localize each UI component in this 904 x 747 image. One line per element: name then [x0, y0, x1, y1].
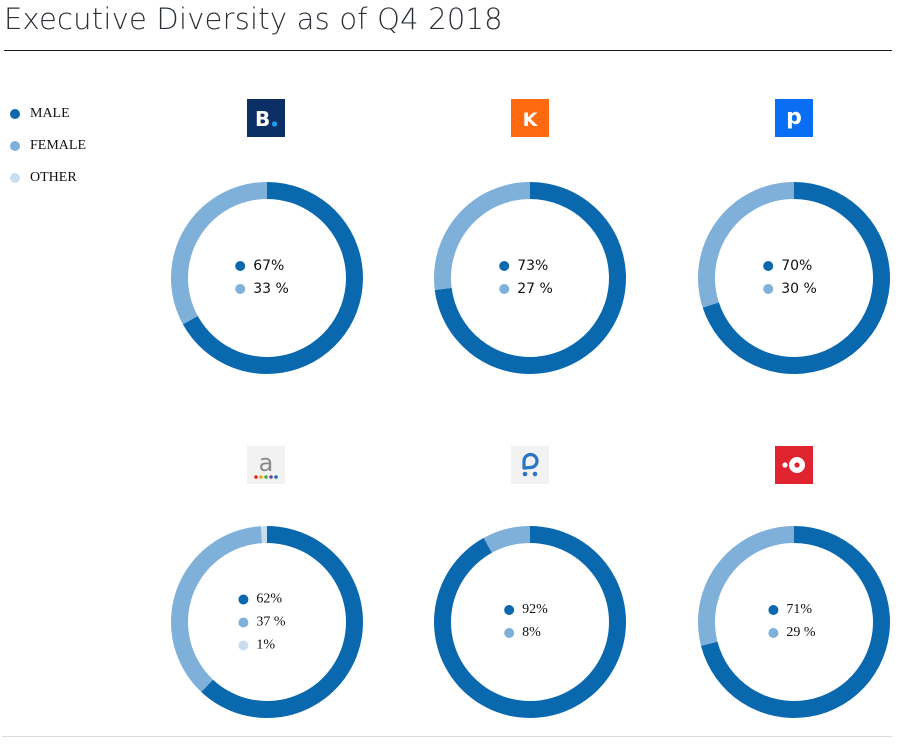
- legend-item-female: FEMALE: [10, 130, 86, 162]
- female-value: 30 %: [781, 280, 817, 297]
- male-value-row: 70%: [763, 254, 817, 277]
- male-value-row: 62%: [238, 588, 285, 611]
- male-dot: [504, 604, 515, 615]
- male-dot: [763, 260, 774, 271]
- donut-slice-female: [697, 526, 794, 646]
- kayak-logo: K: [511, 99, 549, 137]
- female-value-row: 8%: [504, 621, 548, 644]
- female-value-row: 33 %: [235, 277, 289, 300]
- kayak-logo-icon: K: [523, 109, 539, 131]
- donut-slice-female: [170, 526, 263, 692]
- agoda-logo-icon: a: [254, 449, 278, 479]
- male-dot: [768, 604, 779, 615]
- rentalcars-logo: [511, 446, 549, 484]
- legend-label: OTHER: [30, 170, 77, 185]
- page-title: Executive Diversity as of Q4 2018: [4, 2, 503, 36]
- other-value: 1%: [256, 637, 276, 652]
- donut-slice-male: [201, 526, 363, 718]
- male-value-row: 73%: [499, 254, 553, 277]
- female-dot: [768, 627, 779, 638]
- svg-text:a: a: [259, 449, 274, 477]
- opentable-logo: [775, 446, 813, 484]
- donut-center-labels: 92% 8%: [504, 598, 548, 644]
- booking-logo-icon: B: [255, 107, 278, 131]
- female-dot: [763, 283, 774, 294]
- bottom-divider: [2, 736, 892, 737]
- female-dot: [499, 283, 510, 294]
- legend-dot-other: [10, 173, 20, 183]
- female-value-row: 37 %: [238, 611, 286, 634]
- priceline-logo: p: [775, 99, 813, 137]
- male-value: 62%: [256, 591, 283, 606]
- female-value: 27 %: [517, 280, 553, 297]
- chart-legend: MALE FEMALE OTHER: [10, 98, 86, 194]
- legend-label: FEMALE: [30, 138, 86, 153]
- donut-slice-female: [434, 182, 530, 291]
- female-value: 33 %: [253, 280, 289, 297]
- booking-logo: B: [247, 99, 285, 137]
- rentalcars-logo-icon: [522, 452, 539, 477]
- svg-text:K: K: [523, 109, 539, 131]
- donut-slice-other: [260, 526, 267, 544]
- female-dot: [238, 617, 249, 627]
- female-value: 37 %: [256, 614, 286, 629]
- female-dot: [504, 627, 515, 638]
- donut-center-labels: 62% 37 % 1%: [238, 588, 286, 657]
- female-value-row: 29 %: [768, 621, 816, 644]
- legend-dot-female: [10, 141, 20, 151]
- female-value-row: 30 %: [763, 277, 817, 300]
- donut-center-labels: 70% 30 %: [763, 254, 817, 300]
- title-divider: [4, 50, 892, 51]
- opentable-logo-icon: [782, 457, 805, 473]
- donut-slice-female: [171, 182, 267, 325]
- legend-label: MALE: [30, 106, 70, 121]
- male-value-row: 71%: [768, 598, 815, 621]
- female-value: 8%: [522, 624, 541, 640]
- donut-slice-female: [697, 182, 794, 308]
- svg-text:p: p: [786, 105, 802, 130]
- male-value: 67%: [253, 257, 285, 274]
- donut-center-labels: 73% 27 %: [499, 254, 553, 300]
- donut-center-labels: 67% 33 %: [235, 254, 289, 300]
- priceline-logo-icon: p: [786, 105, 802, 130]
- legend-dot-male: [10, 109, 20, 119]
- male-value-row: 92%: [504, 598, 548, 621]
- female-dot: [235, 283, 246, 294]
- agoda-logo: a: [247, 446, 285, 484]
- legend-item-male: MALE: [10, 98, 86, 130]
- female-value: 29 %: [786, 624, 816, 640]
- donut-center-labels: 71% 29 %: [768, 598, 816, 644]
- male-value: 73%: [517, 257, 549, 274]
- other-value-row: 1%: [238, 634, 285, 657]
- male-dot: [235, 260, 246, 271]
- male-value: 71%: [786, 601, 813, 617]
- male-value: 70%: [781, 257, 813, 274]
- female-value-row: 27 %: [499, 277, 553, 300]
- donut-slice-female: [483, 526, 530, 553]
- male-value: 92%: [522, 601, 548, 617]
- svg-text:B: B: [255, 107, 270, 131]
- male-dot: [499, 260, 510, 271]
- legend-item-other: OTHER: [10, 162, 86, 194]
- male-value-row: 67%: [235, 254, 289, 277]
- other-dot: [238, 640, 249, 650]
- male-dot: [238, 594, 249, 604]
